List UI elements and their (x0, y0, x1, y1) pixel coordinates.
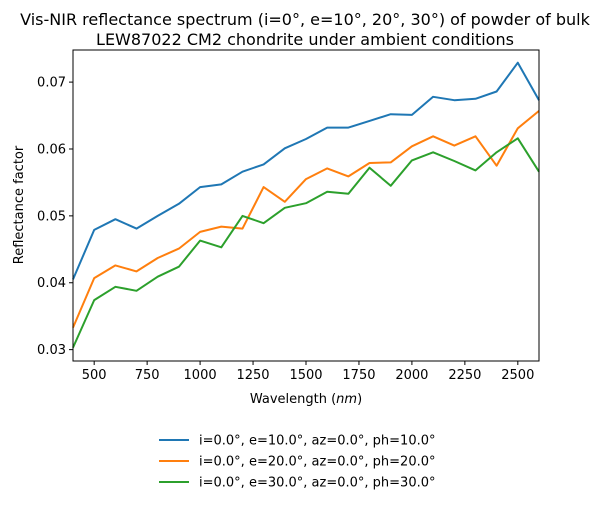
chart-title-line2: LEW87022 CM2 chondrite under ambient con… (96, 30, 514, 49)
y-tick-label: 0.06 (37, 142, 66, 157)
x-tick-label: 1250 (236, 368, 269, 383)
x-tick-label: 1500 (289, 368, 322, 383)
x-tick-label: 2000 (395, 368, 428, 383)
y-axis-label: Reflectance factor (12, 145, 27, 264)
legend-label-1: i=0.0°, e=10.0°, az=0.0°, ph=10.0° (199, 434, 436, 449)
plot-lines (72, 61, 540, 349)
x-axis-label-unit: nm (336, 392, 357, 407)
chart-title: Vis-NIR reflectance spectrum (i=0°, e=10… (20, 10, 590, 29)
x-tick-label: 2500 (501, 368, 534, 383)
x-axis-label-text: Wavelength ( (250, 392, 336, 407)
y-tick-label: 0.05 (37, 209, 66, 224)
legend-label-3: i=0.0°, e=30.0°, az=0.0°, ph=30.0° (199, 476, 436, 491)
y-tick-label: 0.03 (37, 343, 66, 358)
series-line-3 (72, 137, 540, 349)
legend: i=0.0°, e=10.0°, az=0.0°, ph=10.0° i=0.0°… (159, 434, 436, 491)
x-axis-ticks: 500 750 1000 1250 1500 1750 2000 2250 2500 (82, 361, 534, 383)
x-axis-label: Wavelength (nm) (250, 392, 362, 407)
plot-area-frame (72, 49, 540, 362)
y-tick-label: 0.04 (37, 276, 66, 291)
x-tick-label: 1750 (342, 368, 375, 383)
x-tick-label: 500 (82, 368, 107, 383)
x-tick-label: 2250 (448, 368, 481, 383)
series-line-1 (72, 61, 540, 280)
series-line-2 (72, 110, 540, 328)
y-axis-ticks: 0.03 0.04 0.05 0.06 0.07 (37, 76, 73, 358)
x-axis-label-end: ) (357, 392, 362, 407)
x-tick-label: 1000 (184, 368, 217, 383)
y-tick-label: 0.07 (37, 76, 66, 91)
x-tick-label: 750 (135, 368, 160, 383)
legend-label-2: i=0.0°, e=20.0°, az=0.0°, ph=20.0° (199, 455, 436, 470)
